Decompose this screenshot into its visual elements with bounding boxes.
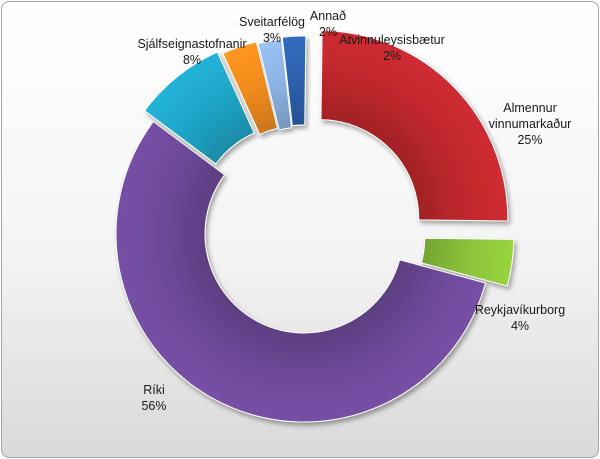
data-label-sj-lfseignastofnanir: Sjálfseignastofnanir 8% (137, 37, 246, 67)
data-label-reykjav-kurborg: Reykjavíkurborg 4% (475, 303, 565, 333)
data-label-almennur-vinnumarka-ur: Almennur vinnumarkaður 25% (489, 101, 572, 147)
slice-r-ki (115, 120, 487, 423)
slices-group (115, 30, 515, 423)
labels-group: Almennur vinnumarkaður 25% Reykjavíkurborg 4… (137, 9, 571, 413)
data-label-atvinnuleysisb-tur: Atvinnuleysisbætur 2% (339, 33, 445, 63)
slice-reykjav-kurborg (420, 237, 515, 287)
slice-anna- (257, 38, 292, 131)
data-label-sveitarf-l-g: Sveitarfélög 3% (239, 15, 305, 45)
slice-sj-lfseignastofnanir (143, 51, 255, 165)
slice-atvinnuleysisb-tur (281, 35, 307, 127)
slice-almennur-vinnumarka-ur (320, 30, 509, 222)
data-label-r-ki: Ríki 56% (141, 383, 166, 413)
data-label-anna-: Annað 2% (310, 9, 346, 39)
slice-sveitarf-l-g (222, 41, 278, 136)
